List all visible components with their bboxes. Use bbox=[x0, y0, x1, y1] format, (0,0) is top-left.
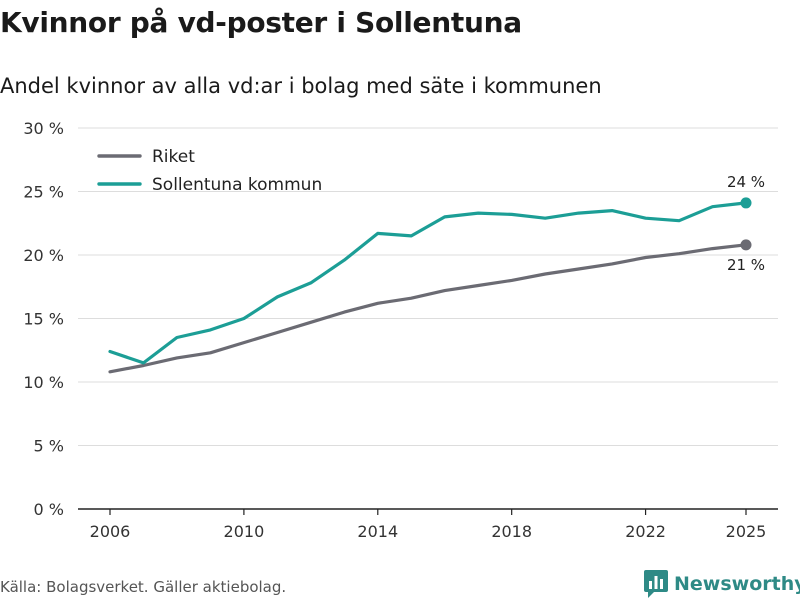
x-tick-label: 2010 bbox=[224, 522, 265, 541]
newsworthy-logo-icon bbox=[644, 570, 668, 598]
chart-title: Kvinnor på vd-poster i Sollentuna bbox=[0, 6, 522, 39]
y-tick-label: 0 % bbox=[34, 500, 64, 519]
legend-label-riket: Riket bbox=[152, 147, 195, 167]
x-tick-label: 2022 bbox=[625, 522, 666, 541]
end-point-sollentuna bbox=[740, 197, 752, 209]
chart-subtitle: Andel kvinnor av alla vd:ar i bolag med … bbox=[0, 74, 602, 98]
y-tick-label: 20 % bbox=[23, 246, 64, 265]
end-label-sollentuna: 24 % bbox=[727, 173, 765, 191]
y-tick-label: 30 % bbox=[23, 119, 64, 138]
x-tick-label: 2014 bbox=[357, 522, 398, 541]
x-tick-label: 2018 bbox=[491, 522, 532, 541]
brand-logo[interactable]: Newsworthy bbox=[644, 570, 800, 598]
end-label-riket: 21 % bbox=[727, 256, 765, 274]
y-tick-label: 10 % bbox=[23, 373, 64, 392]
y-tick-label: 5 % bbox=[34, 437, 64, 456]
x-tick-label: 2025 bbox=[726, 522, 767, 541]
brand-name: Newsworthy bbox=[674, 573, 800, 595]
y-tick-label: 25 % bbox=[23, 183, 64, 202]
source-note: Källa: Bolagsverket. Gäller aktiebolag. bbox=[0, 578, 287, 596]
y-tick-label: 15 % bbox=[23, 310, 64, 329]
series-line-riket bbox=[108, 243, 748, 374]
x-tick-label: 2006 bbox=[90, 522, 131, 541]
legend-label-sollentuna: Sollentuna kommun bbox=[152, 175, 322, 195]
series-line-sollentuna bbox=[108, 201, 748, 365]
end-point-riket bbox=[740, 239, 752, 251]
